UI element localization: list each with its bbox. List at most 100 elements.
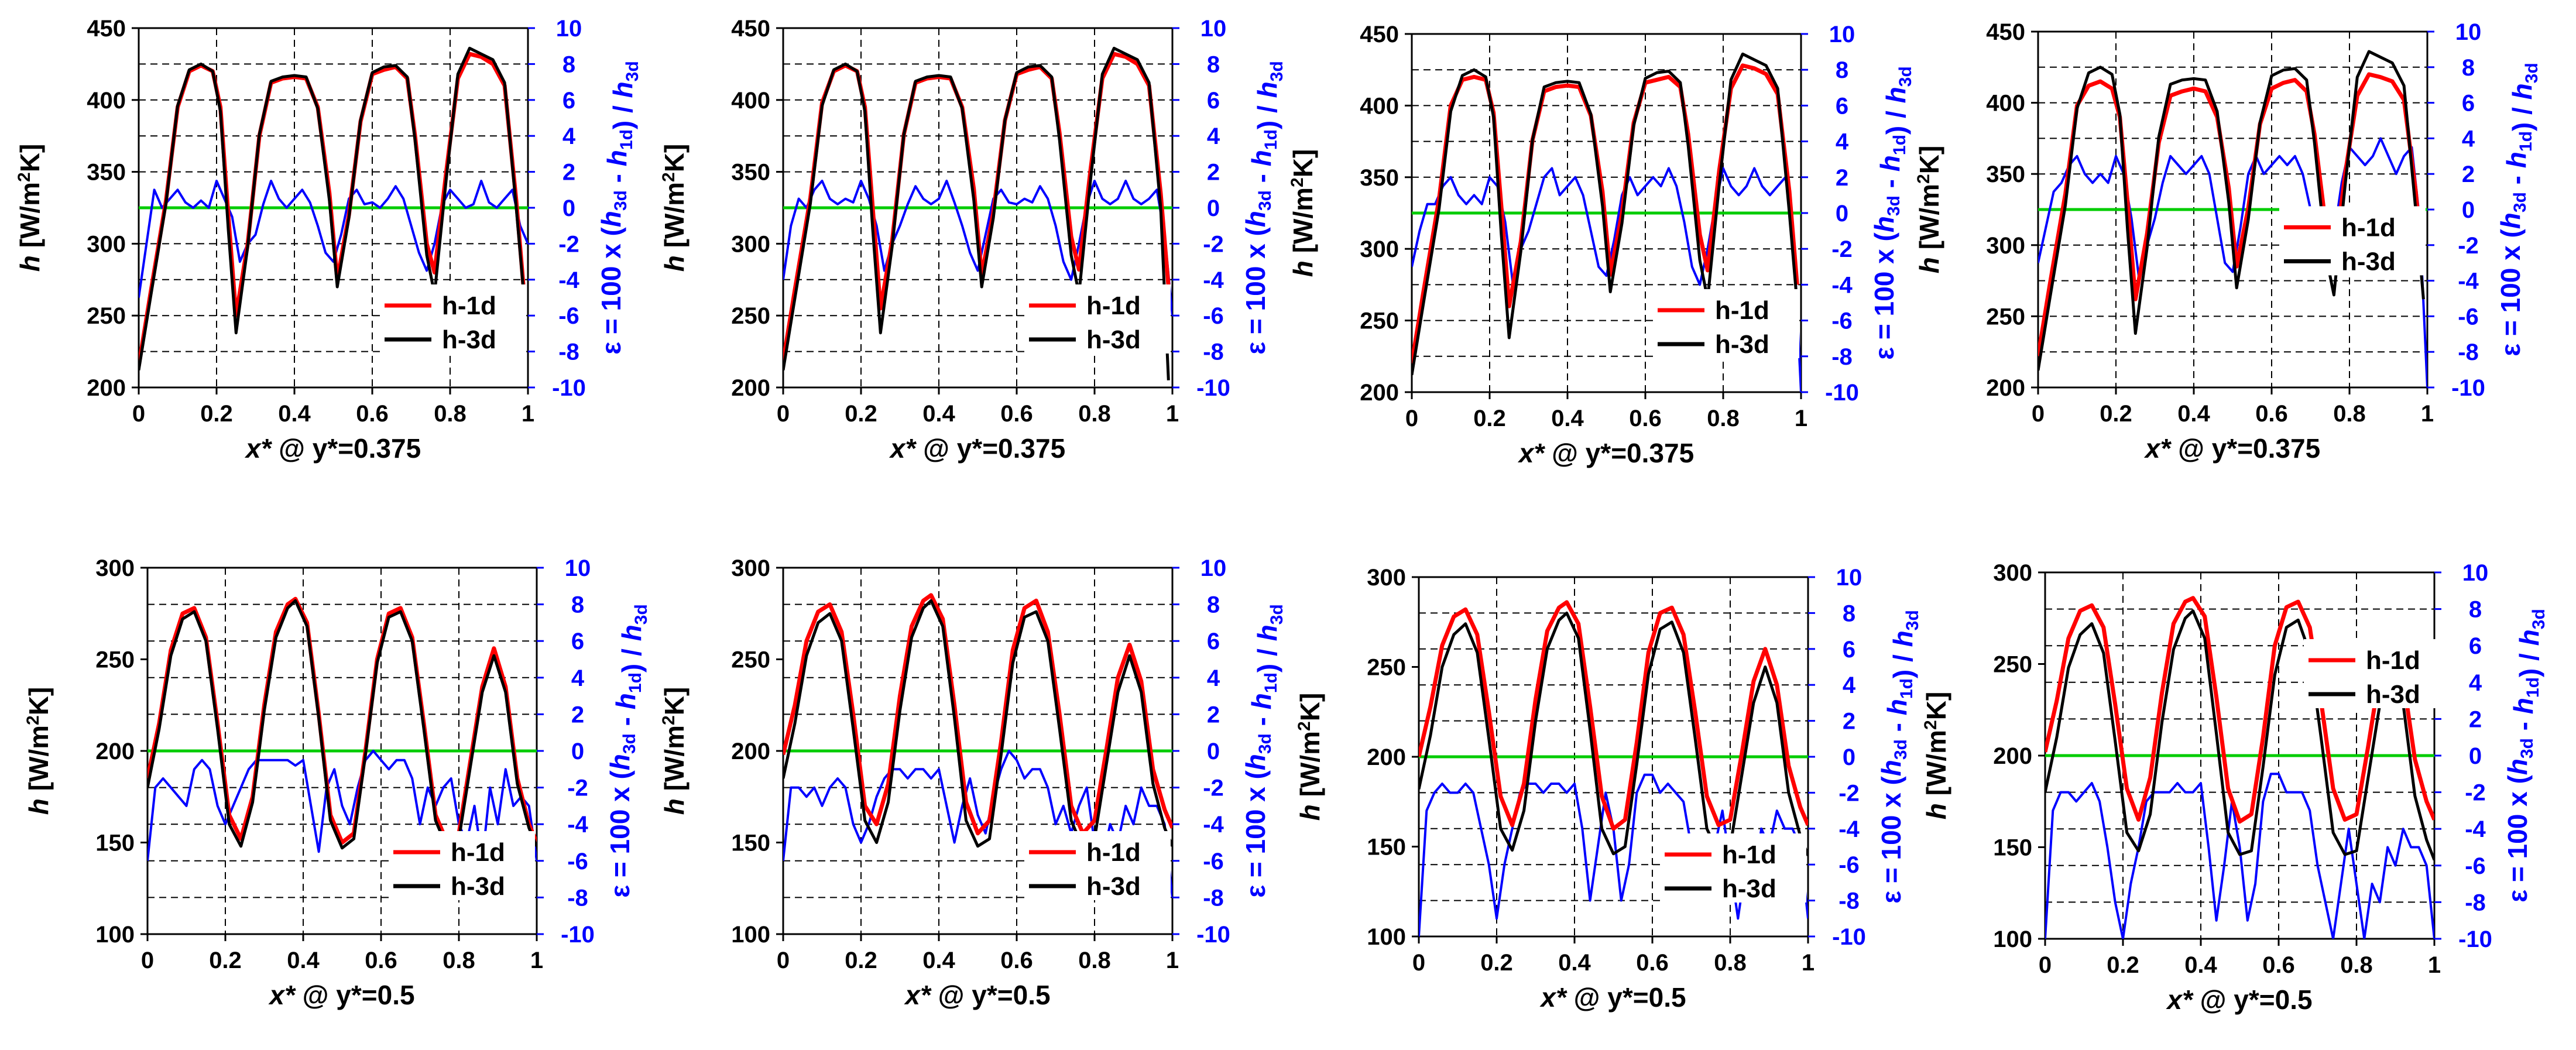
y2-tick-label: -10 [1832,924,1866,950]
series-h-3d [2045,609,2434,861]
x-axis-label: x* @ y*=0.375 [1517,438,1694,468]
x-tick-label: 0 [777,948,790,973]
legend-label: h-3d [2341,247,2396,276]
y-tick-label: 450 [731,16,770,42]
legend-label: h-3d [1086,872,1141,901]
y2-tick-label: 8 [2469,597,2482,623]
x-tick-label: 0.4 [287,948,320,973]
y2-tick-label: 6 [1836,93,1848,119]
series-h-1d [2038,72,2426,357]
y-tick-label: 100 [95,922,135,948]
series-group [148,596,537,862]
y2-tick-label: 2 [1843,709,1855,735]
y2-tick-label: -10 [1825,380,1859,406]
x-axis-label: x* @ y*=0.5 [2165,984,2312,1015]
legend-label: h-1d [1086,291,1141,320]
y-tick-label: 250 [1993,652,2032,678]
series-h-1d [783,593,1172,836]
y-tick-label: 300 [731,555,770,581]
y2-tick-label: -10 [1196,922,1230,948]
x-axis-label: x* @ y*=0.5 [267,980,414,1010]
y2-axis-label: ε = 100 x (h3d - h1d) / h3d [1869,66,1915,359]
series-group [2045,596,2434,939]
x-tick-label: 1 [1802,950,1814,976]
x-tick-label: 0.4 [922,401,955,427]
y2-tick-label: 2 [1207,160,1220,186]
y2-tick-label: -6 [2465,853,2486,879]
y2-tick-label: -2 [1831,236,1853,262]
y-tick-label: 450 [1986,19,2025,45]
x-tick-label: 1 [1166,948,1179,973]
legend-label: h-1d [2366,646,2420,675]
y2-axis-label: ε = 100 x (h3d - h1d) / h3d [2502,609,2548,902]
chart-panel: 0 0.2 0.4 0.6 0.8 1 -10 -8 -6 -4 -2 0 2 4 6 8 10 100 150 20… [659,555,1287,1010]
y-tick-label: 100 [731,922,770,948]
y-axis-label: h [W/m2K] [659,144,690,272]
x-tick-label: 1 [1166,401,1179,427]
y-tick-label: 200 [87,375,126,401]
legend-label: h-1d [442,291,496,320]
y-tick-label: 400 [87,88,126,114]
y2-tick-label: -2 [1838,780,1860,806]
y2-tick-label: -6 [558,303,579,329]
x-tick-label: 0.6 [1629,406,1662,431]
y2-tick-label: 0 [571,739,584,764]
y2-tick-label: -6 [1203,303,1224,329]
y-tick-label: 450 [87,16,126,42]
chart-panel: 0 0.2 0.4 0.6 0.8 1 -10 -8 -6 -4 -2 0 2 4 6 8 10 100 150 20… [23,555,651,1010]
y-tick-label: 200 [95,739,135,764]
x-tick-label: 0.6 [365,948,397,973]
y-tick-label: 250 [731,647,770,673]
y-tick-label: 350 [731,160,770,186]
legend: h-1d h-3d [1024,831,1171,901]
y2-tick-label: -10 [2458,927,2492,952]
y-tick-label: 250 [1367,655,1406,681]
x-tick-label: 0.4 [2177,401,2210,427]
y2-tick-label: -2 [2458,233,2479,259]
legend: h-1d h-3d [1653,289,1799,359]
y2-tick-label: -8 [2458,339,2479,365]
y-tick-label: 300 [1986,233,2025,259]
x-tick-label: 0.6 [2255,401,2288,427]
y2-tick-label: -8 [1831,344,1853,370]
y-tick-label: 200 [731,739,770,764]
chart-panel: 0 0.2 0.4 0.6 0.8 1 -10 -8 -6 -4 -2 0 2 4 6 8 10 200 250 30… [1914,19,2541,464]
y2-tick-label: 8 [562,52,575,77]
series-h-3d [1419,611,1808,856]
y2-tick-label: -4 [1838,816,1860,842]
legend-label: h-3d [451,872,505,901]
legend-label: h-3d [442,325,496,354]
y2-tick-label: 0 [2469,743,2482,769]
y-tick-label: 200 [1993,743,2032,769]
y2-tick-label: 2 [571,702,584,728]
y-tick-label: 100 [1367,924,1406,950]
y2-tick-label: 10 [1829,22,1855,47]
y-tick-label: 150 [1993,835,2032,861]
x-tick-label: 0.2 [1473,406,1506,431]
chart-panel: 0 0.2 0.4 0.6 0.8 1 -10 -8 -6 -4 -2 0 2 4 6 8 10 200 250 30… [1288,22,1915,468]
legend: h-1d h-3d [2279,206,2426,276]
y-tick-label: 150 [731,831,770,856]
y2-tick-label: 6 [1843,637,1855,663]
y-axis-label: h [W/m2K] [1295,693,1325,821]
y-axis-label: h [W/m2K] [1914,146,1944,274]
y-axis-label: h [W/m2K] [15,144,45,272]
x-tick-label: 0.8 [443,948,475,973]
y2-tick-label: 4 [2469,670,2482,696]
y2-tick-label: -2 [558,231,579,257]
y2-tick-label: -8 [2465,890,2486,915]
legend-label: h-1d [1722,840,1776,869]
chart-panel: 0 0.2 0.4 0.6 0.8 1 -10 -8 -6 -4 -2 0 2 4 6 8 10 100 150 20… [1921,560,2548,1015]
series-h-3d [783,46,1170,380]
x-tick-label: 0 [777,401,790,427]
y2-tick-label: 6 [2462,91,2475,116]
y-tick-label: 300 [1367,565,1406,591]
x-axis-label: x* @ y*=0.375 [889,433,1065,464]
chart-panel: 0 0.2 0.4 0.6 0.8 1 -10 -8 -6 -4 -2 0 2 4 6 8 10 100 150 20… [1295,565,1922,1013]
y2-tick-label: 4 [562,123,576,149]
y-tick-label: 350 [1986,162,2025,187]
series-group [1412,52,1801,392]
y2-tick-label: 8 [1843,601,1855,626]
legend-box [1653,289,1799,358]
series-error [148,750,537,862]
